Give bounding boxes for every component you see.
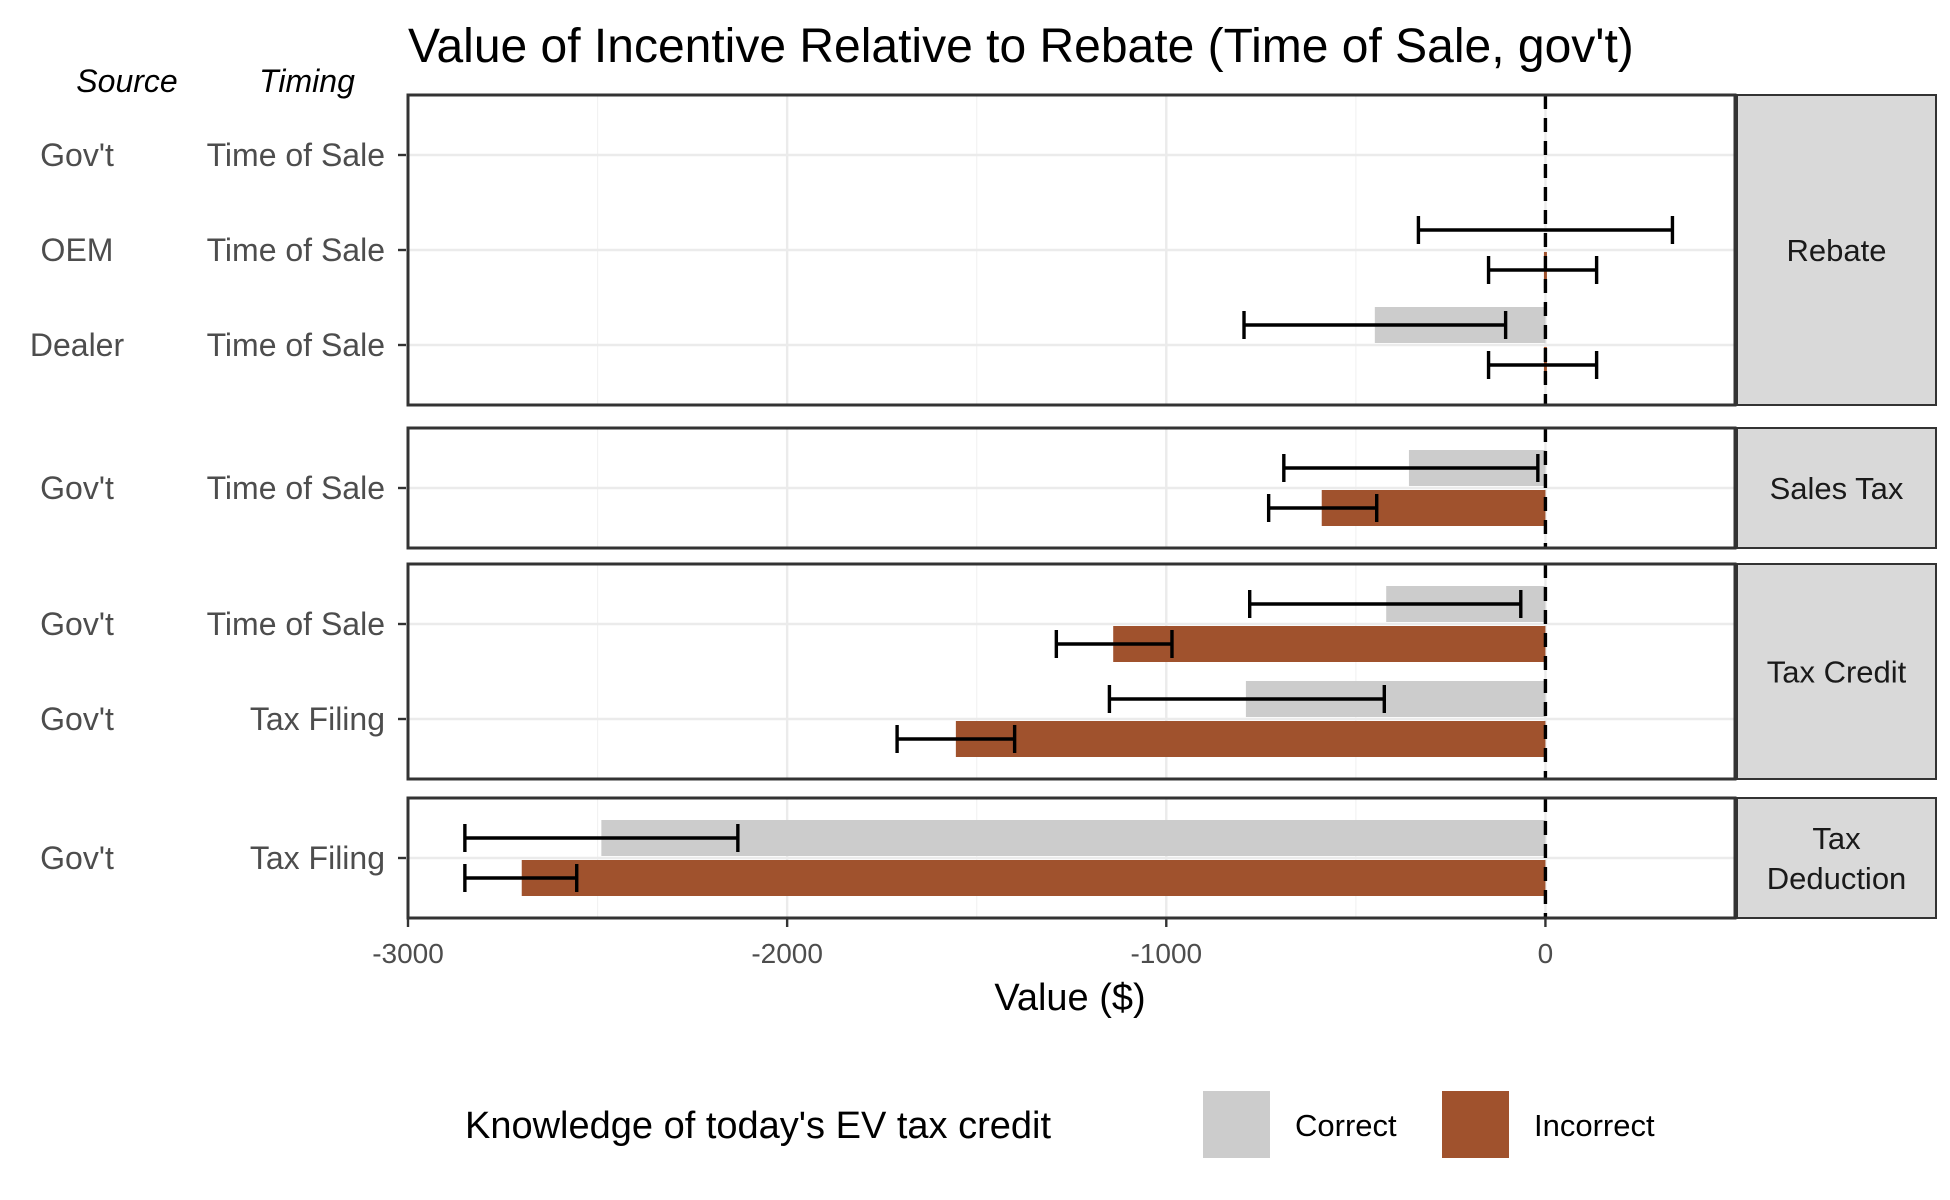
- facet-strip-label: Tax Credit: [1767, 655, 1907, 690]
- chart-title: Value of Incentive Relative to Rebate (T…: [408, 20, 1634, 73]
- row-label-timing: Time of Sale: [207, 606, 385, 642]
- legend-item-correct: Correct: [1203, 1091, 1397, 1158]
- row: Dealer Time of Sale: [30, 307, 1599, 383]
- row: Gov't Time of Sale: [40, 586, 1546, 662]
- row-label-source: Gov't: [40, 701, 114, 737]
- legend-label: Incorrect: [1534, 1108, 1655, 1143]
- panel-border: [406, 796, 1737, 920]
- row-label-timing: Tax Filing: [250, 701, 385, 737]
- row: OEM Time of Sale: [41, 216, 1675, 288]
- errorbar-correct: [463, 824, 740, 852]
- row: Gov't Tax Filing: [40, 681, 1546, 757]
- row-header-source: Source: [76, 63, 177, 99]
- facet-strip-background: [1736, 797, 1937, 919]
- x-tick-label: -1000: [1130, 938, 1202, 969]
- panel-tax-deduction: Gov't Tax Filing Tax Deduction: [40, 796, 1937, 920]
- row-label-source: Gov't: [40, 840, 114, 876]
- facet-strip-background: [1736, 94, 1937, 406]
- panel-border: [406, 426, 1737, 550]
- errorbar-correct: [1107, 685, 1386, 713]
- row-label-source: Dealer: [30, 327, 125, 363]
- row-label-timing: Time of Sale: [207, 232, 385, 268]
- errorbar-incorrect: [895, 725, 1017, 753]
- x-tick-label: -2000: [751, 938, 823, 969]
- bar-incorrect: [521, 860, 1546, 896]
- facet-strip-background: [1736, 427, 1937, 549]
- facet-strip-label: Sales Tax: [1770, 471, 1904, 506]
- legend: Knowledge of today's EV tax credit Correc…: [465, 1091, 1655, 1158]
- x-tick-label: 0: [1538, 938, 1554, 969]
- legend-title: Knowledge of today's EV tax credit: [465, 1105, 1051, 1147]
- errorbar-correct: [1247, 590, 1523, 618]
- x-axis-title: Value ($): [994, 977, 1145, 1019]
- row-label-timing: Tax Filing: [250, 840, 385, 876]
- x-axis: -3000 -2000 -1000 0: [372, 918, 1553, 969]
- errorbar-incorrect: [1266, 494, 1379, 522]
- errorbar-correct: [1282, 454, 1540, 482]
- panels: Gov't Time of Sale OEM Time of Sale Dealer Ti…: [30, 93, 1937, 920]
- row-header-timing: Timing: [259, 63, 355, 99]
- facet-strip: Rebate: [1736, 94, 1937, 406]
- facet-strip-label: Rebate: [1787, 233, 1887, 268]
- bar-correct: [601, 820, 1546, 856]
- bar-incorrect: [1113, 626, 1546, 662]
- row: Gov't Time of Sale: [40, 450, 1546, 526]
- panel-rebate: Gov't Time of Sale OEM Time of Sale Dealer Ti…: [30, 93, 1937, 407]
- legend-swatch: [1442, 1091, 1509, 1158]
- panel-sales-tax: Gov't Time of Sale Sales Tax: [40, 426, 1937, 550]
- facet-strip-label: Deduction: [1767, 861, 1907, 896]
- legend-swatch: [1203, 1091, 1270, 1158]
- facet-strip: Sales Tax: [1736, 427, 1937, 549]
- row-label-source: Gov't: [40, 606, 114, 642]
- facet-strip-label: Tax: [1812, 821, 1861, 856]
- errorbar-incorrect: [1486, 351, 1599, 379]
- row: Gov't Tax Filing: [40, 820, 1546, 896]
- panel-border: [406, 562, 1737, 781]
- legend-label: Correct: [1295, 1108, 1397, 1143]
- x-tick-label: -3000: [372, 938, 444, 969]
- row: Gov't Time of Sale: [40, 137, 406, 173]
- row-label-timing: Time of Sale: [207, 327, 385, 363]
- row-label-source: OEM: [41, 232, 114, 268]
- row-label-timing: Time of Sale: [207, 470, 385, 506]
- row-label-timing: Time of Sale: [207, 137, 385, 173]
- errorbar-incorrect: [1054, 630, 1174, 658]
- errorbar-correct: [1242, 311, 1508, 339]
- row-label-source: Gov't: [40, 470, 114, 506]
- errorbar-incorrect: [1486, 256, 1599, 284]
- panel-tax-credit: Gov't Time of Sale Gov't Tax Filing Tax Cred…: [40, 562, 1937, 781]
- errorbar-incorrect: [463, 864, 579, 892]
- row-label-source: Gov't: [40, 137, 114, 173]
- panel-border: [406, 93, 1737, 407]
- facet-strip: Tax Credit: [1736, 563, 1937, 780]
- facet-strip-background: [1736, 563, 1937, 780]
- bar-incorrect: [955, 721, 1546, 757]
- facet-strip: Tax Deduction: [1736, 797, 1937, 919]
- legend-item-incorrect: Incorrect: [1442, 1091, 1655, 1158]
- errorbar-correct: [1416, 216, 1675, 244]
